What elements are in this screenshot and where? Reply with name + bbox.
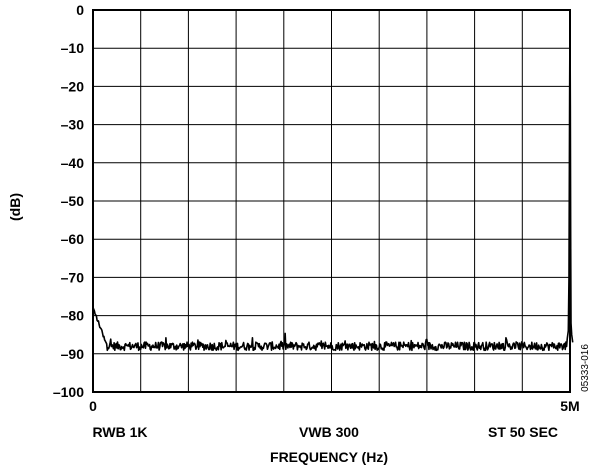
y-tick-label: –20 xyxy=(61,78,85,94)
footer-left-label: RWB 1K xyxy=(93,424,148,440)
y-tick-label: –60 xyxy=(61,231,85,247)
figure-id: 05333-016 xyxy=(580,344,591,392)
spectrum-trace xyxy=(92,16,574,352)
footer-center-label: VWB 300 xyxy=(299,424,359,440)
footer-right-label: ST 50 SEC xyxy=(488,424,558,440)
plot-frame xyxy=(92,9,571,393)
y-tick-label: –100 xyxy=(53,384,84,400)
y-tick-label: 0 xyxy=(76,2,84,18)
y-tick-label: –80 xyxy=(61,308,85,324)
y-tick-label: –70 xyxy=(61,269,85,285)
x-tick-label: 5M xyxy=(560,398,579,414)
y-tick-label: –10 xyxy=(61,40,85,56)
grid xyxy=(93,10,570,392)
y-axis-title: (dB) xyxy=(7,193,23,221)
y-tick-label: –30 xyxy=(61,117,85,133)
y-tick-label: –40 xyxy=(61,155,85,171)
x-axis-ticks: 0 5M xyxy=(89,398,580,414)
x-tick-label: 0 xyxy=(89,398,97,414)
y-axis-ticks: 0 –10 –20 –30 –40 –50 –60 –70 –80 –90 –100 xyxy=(53,2,84,400)
x-axis-title: FREQUENCY (Hz) xyxy=(270,449,388,465)
y-tick-label: –90 xyxy=(61,346,85,362)
y-tick-label: –50 xyxy=(61,193,85,209)
